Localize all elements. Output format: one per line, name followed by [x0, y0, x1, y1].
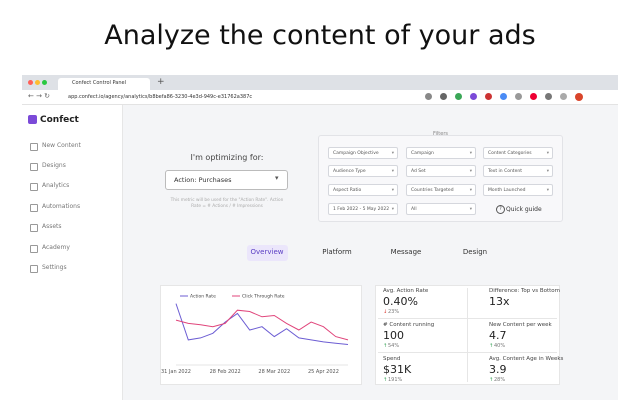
filter-dropdown[interactable]: 1 Feb 2022 - 5 May 2022: [328, 203, 398, 216]
nav-icon: [30, 245, 38, 253]
metric-value: 4.7: [489, 329, 507, 342]
line-series: [175, 309, 349, 341]
line-series: [175, 303, 349, 346]
x-tick-label: 28 Mar 2022: [258, 369, 290, 375]
optimizing-note: This metric will be used for the "Action…: [170, 198, 284, 209]
nav-icon: [30, 143, 38, 151]
filter-dropdown[interactable]: Audience Type: [328, 165, 398, 178]
nav-icon: [30, 224, 38, 232]
quick-guide-icon[interactable]: ?: [496, 205, 505, 214]
metric-value: 3.9: [489, 363, 507, 376]
nav-icon: [30, 183, 38, 191]
nav-icon: [30, 163, 38, 171]
browser-tabbar: [22, 75, 618, 90]
metric-change: 191%: [388, 377, 403, 383]
metric-label: Avg. Action Rate: [383, 288, 429, 294]
metric-label: New Content per week: [489, 322, 552, 328]
divider: [467, 288, 468, 382]
nav-item[interactable]: Designs: [42, 162, 66, 169]
window-minimize[interactable]: [35, 80, 40, 85]
window-close[interactable]: [28, 80, 33, 85]
nav-item[interactable]: Academy: [42, 244, 70, 251]
tab-active-bg: [247, 245, 288, 261]
metric-value: $31K: [383, 363, 412, 376]
nav-item[interactable]: New Content: [42, 142, 81, 149]
metric-label: Spend: [383, 356, 401, 362]
divider: [378, 352, 557, 353]
logo: Confect: [40, 115, 79, 125]
metric-value: 0.40%: [383, 295, 418, 308]
metric-change: 40%: [494, 343, 506, 349]
tab-title: Confect Control Panel: [72, 80, 127, 86]
metric-select[interactable]: [165, 170, 288, 190]
logo-icon: [28, 115, 37, 124]
browser-tab[interactable]: [58, 78, 150, 90]
metric-value: 100: [383, 329, 404, 342]
sidebar: [22, 105, 123, 400]
metric-select-caret: ▾: [275, 174, 279, 182]
metric-value: 13x: [489, 295, 510, 308]
metric-arrow: ↑: [383, 377, 388, 383]
legend-label: Action Rate: [190, 294, 216, 300]
chart-card: [160, 285, 362, 385]
metric-arrow: ↑: [489, 377, 494, 383]
nav-item[interactable]: Automations: [42, 203, 81, 210]
nav-buttons[interactable]: ← → ↻: [28, 92, 51, 100]
filter-dropdown[interactable]: Countries Targeted: [406, 184, 476, 197]
new-tab[interactable]: +: [157, 77, 165, 87]
filter-dropdown[interactable]: Campaign: [406, 147, 476, 160]
nav-item[interactable]: Settings: [42, 264, 67, 271]
url[interactable]: app.confect.io/agency/analytics/b8befa86…: [68, 94, 253, 100]
filter-dropdown[interactable]: Content Categories: [483, 147, 553, 160]
metric-label: # Content running: [383, 322, 435, 328]
window-maximize[interactable]: [42, 80, 47, 85]
nav-icon: [30, 204, 38, 212]
filters-title: Filters: [433, 131, 448, 137]
optimizing-label: I'm optimizing for:: [190, 153, 264, 162]
section-tab[interactable]: Platform: [322, 248, 352, 256]
nav-item[interactable]: Analytics: [42, 182, 70, 189]
filter-dropdown[interactable]: Ad Set: [406, 165, 476, 178]
headline: Analyze the content of your ads: [104, 20, 536, 51]
divider: [378, 318, 557, 319]
metric-change: 23%: [388, 309, 400, 315]
x-tick-label: 25 Apr 2022: [308, 369, 339, 375]
x-tick-label: 28 Feb 2022: [210, 369, 241, 375]
nav-item[interactable]: Assets: [42, 223, 62, 230]
x-tick-label: 31 Jan 2022: [161, 369, 191, 375]
section-tab[interactable]: Design: [462, 248, 488, 256]
filter-dropdown[interactable]: Month Launched: [483, 184, 553, 197]
metric-label: Difference: Top vs Bottom: [489, 288, 561, 294]
metric-arrow: ↑: [383, 343, 388, 349]
filter-dropdown[interactable]: Text in Content: [483, 165, 553, 178]
section-tab[interactable]: Message: [390, 248, 422, 256]
legend-label: Click Through Rate: [242, 294, 285, 300]
metric-select-text: Action: Purchases: [174, 176, 232, 184]
quick-guide[interactable]: Quick guide: [506, 206, 542, 213]
metric-label: Avg. Content Age in Weeks: [489, 356, 564, 362]
section-tab[interactable]: Overview: [250, 248, 284, 256]
metric-arrow: ↑: [489, 343, 494, 349]
metric-change: 54%: [388, 343, 400, 349]
filter-dropdown[interactable]: Campaign Objective: [328, 147, 398, 160]
filter-dropdown[interactable]: All: [406, 203, 476, 216]
metric-change: 28%: [494, 377, 506, 383]
browser-icons[interactable]: [425, 93, 605, 101]
nav-icon: [30, 265, 38, 273]
address-row: [22, 90, 618, 105]
metric-arrow: ↓: [383, 309, 388, 315]
filter-dropdown[interactable]: Aspect Ratio: [328, 184, 398, 197]
chart: 31 Jan 2022 28 Feb 2022 28 Mar 2022 25 Apr …: [161, 294, 349, 375]
